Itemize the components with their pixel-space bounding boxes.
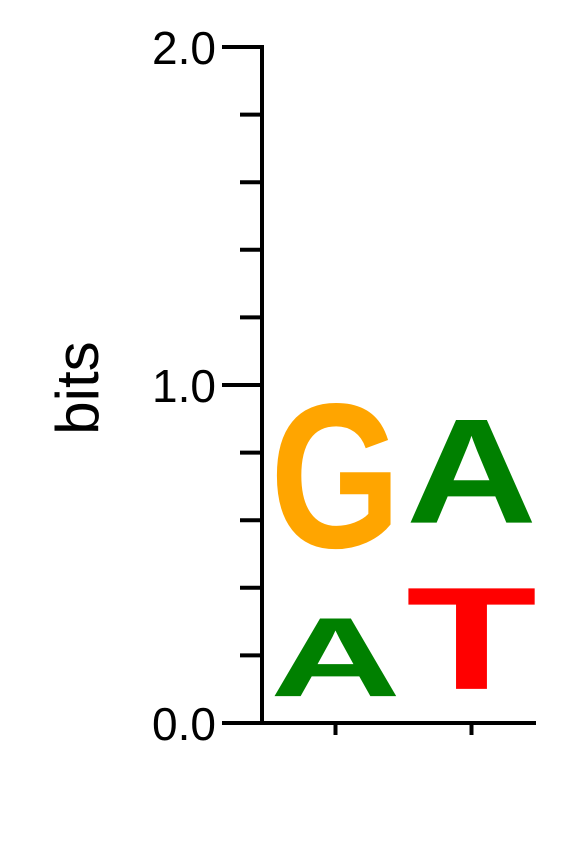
letter-a-pos-1: A (270, 595, 401, 721)
y-tick-label: 0.0 (152, 698, 216, 750)
y-tick-label: 2.0 (152, 22, 216, 74)
x-axis (222, 721, 536, 735)
y-axis-title: bits (44, 341, 111, 434)
letter-t-pos-2: T (406, 557, 537, 720)
letter-g-pos-1: G (270, 360, 401, 591)
letter-a-pos-2: A (406, 389, 537, 555)
y-axis: 0.0 1.0 2.0 (152, 22, 264, 750)
y-tick-label: 1.0 (152, 360, 216, 412)
